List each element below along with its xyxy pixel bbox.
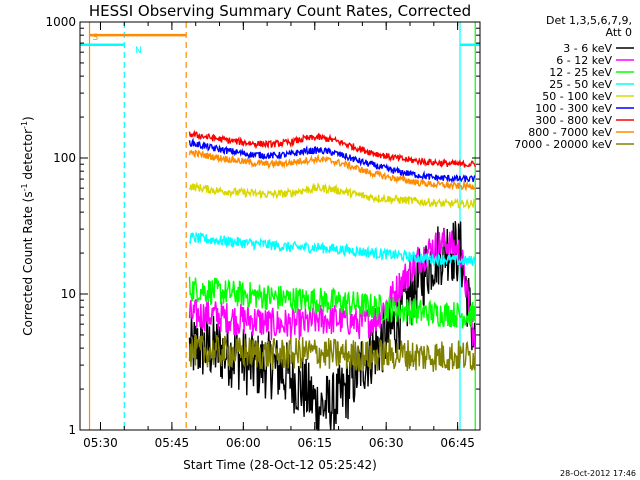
y-axis-label: Corrected Count Rate (s-1 detector-1) [20, 116, 35, 335]
x-tick-label: 06:30 [369, 436, 404, 450]
legend-header-line: Det 1,3,5,6,7,9, [546, 14, 632, 27]
series-line [188, 137, 476, 184]
legend-entry-label: 6 - 12 keV [556, 54, 612, 67]
legend-entry-label: 7000 - 20000 keV [514, 138, 612, 151]
y-tick-label: 1 [68, 423, 76, 437]
series-line [188, 228, 476, 351]
flag-label: S [93, 33, 99, 43]
series-line [188, 231, 476, 268]
x-tick-label: 06:00 [226, 436, 261, 450]
series-line [188, 129, 476, 169]
legend-entry-label: 25 - 50 keV [549, 78, 612, 91]
y-axis-label-sup: -1 [20, 183, 29, 191]
flag-label: N [135, 46, 142, 56]
plot-frame [79, 21, 481, 431]
y-tick-label: 1000 [45, 15, 76, 29]
x-tick-label: 06:15 [297, 436, 332, 450]
legend-entry-label: 3 - 6 keV [563, 42, 612, 55]
series-line [188, 276, 476, 329]
legend-entry-label: 100 - 300 keV [535, 102, 612, 115]
y-axis-label-part: Corrected Count Rate (s [21, 191, 35, 335]
y-axis-label-sup: -1 [20, 121, 29, 129]
series-line [188, 149, 476, 192]
x-tick-label: 05:45 [155, 436, 190, 450]
x-tick-label: 06:45 [440, 436, 475, 450]
timestamp: 28-Oct-2012 17:46 [560, 469, 636, 478]
chart-title: HESSI Observing Summary Count Rates, Cor… [89, 2, 471, 20]
y-axis-label-part: detector [21, 129, 35, 184]
legend-entry-label: 50 - 100 keV [542, 90, 612, 103]
legend-entry-label: 300 - 800 keV [535, 114, 612, 127]
x-tick-label: 05:30 [83, 436, 118, 450]
legend-header-line: Att 0 [606, 26, 632, 39]
x-axis-label: Start Time (28-Oct-12 05:25:42) [183, 458, 377, 472]
legend-entry-label: 12 - 25 keV [549, 66, 612, 79]
series-line [188, 181, 476, 210]
y-axis-label-part: ) [21, 116, 35, 121]
y-tick-label: 100 [53, 151, 76, 165]
y-tick-label: 10 [61, 287, 76, 301]
plot-data-layer: SN [80, 22, 480, 431]
axes-layer: 1 10 100 1000 05:30 05:45 06:00 06:15 06:30 06:45 [45, 15, 480, 450]
legend-entry-label: 800 - 7000 keV [528, 126, 612, 139]
series-line [188, 334, 476, 373]
